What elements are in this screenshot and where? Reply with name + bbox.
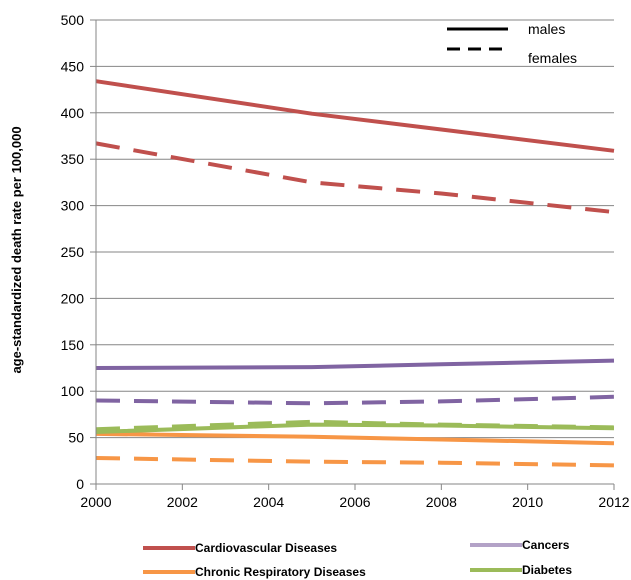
y-tick-label-450: 450 [61, 58, 85, 74]
y-tick-labels: 0 50 100 150 200 250 300 350 400 450 500 [61, 12, 85, 492]
x-tick-label-2000: 2000 [80, 494, 111, 510]
y-axis-label: age-standardized death rate per 100,000 [9, 126, 24, 373]
series-cancers-males [95, 358, 615, 370]
x-tick-label-2012: 2012 [598, 494, 629, 510]
y-tick-label-300: 300 [61, 198, 85, 214]
style-legend-males-label: males [528, 21, 565, 37]
y-tick-label-100: 100 [61, 383, 85, 399]
x-tick-label-2006: 2006 [339, 494, 370, 510]
series-chronic-respiratory-diseases-females [95, 456, 615, 468]
legend-chronic-respiratory-diseases-label: Chronic Respiratory Diseases [195, 565, 366, 579]
y-tick-label-0: 0 [76, 476, 84, 492]
y-tick-label-50: 50 [68, 430, 84, 446]
series-legend: Cardiovascular Diseases Cancers Chronic Re… [143, 538, 572, 579]
x-tick-label-2010: 2010 [512, 494, 543, 510]
y-tick-label-500: 500 [61, 12, 85, 28]
legend-cardiovascular-diseases-label: Cardiovascular Diseases [195, 541, 337, 555]
x-tick-label-2008: 2008 [426, 494, 457, 510]
series-diabetes-females [95, 419, 615, 432]
y-tick-label-250: 250 [61, 244, 85, 260]
series-lines [95, 79, 615, 468]
y-tick-label-200: 200 [61, 290, 85, 306]
x-tick-labels: 2000 2002 2004 2006 2008 2010 2012 [80, 494, 629, 510]
axes [95, 20, 614, 485]
y-tick-label-400: 400 [61, 105, 85, 121]
series-cancers-females [95, 394, 615, 406]
style-legend: males females [447, 21, 577, 66]
series-cardiovascular-diseases-males [95, 79, 615, 153]
series-cardiovascular-diseases-females [95, 141, 615, 215]
style-legend-females-label: females [528, 50, 577, 66]
legend-cancers-label: Cancers [522, 538, 570, 552]
x-tick-label-2002: 2002 [167, 494, 198, 510]
y-tick-label-150: 150 [61, 337, 85, 353]
y-tick-label-350: 350 [61, 151, 85, 167]
x-tick-label-2004: 2004 [253, 494, 284, 510]
legend-diabetes-label: Diabetes [522, 563, 572, 577]
series-chronic-respiratory-diseases-males [95, 431, 615, 446]
